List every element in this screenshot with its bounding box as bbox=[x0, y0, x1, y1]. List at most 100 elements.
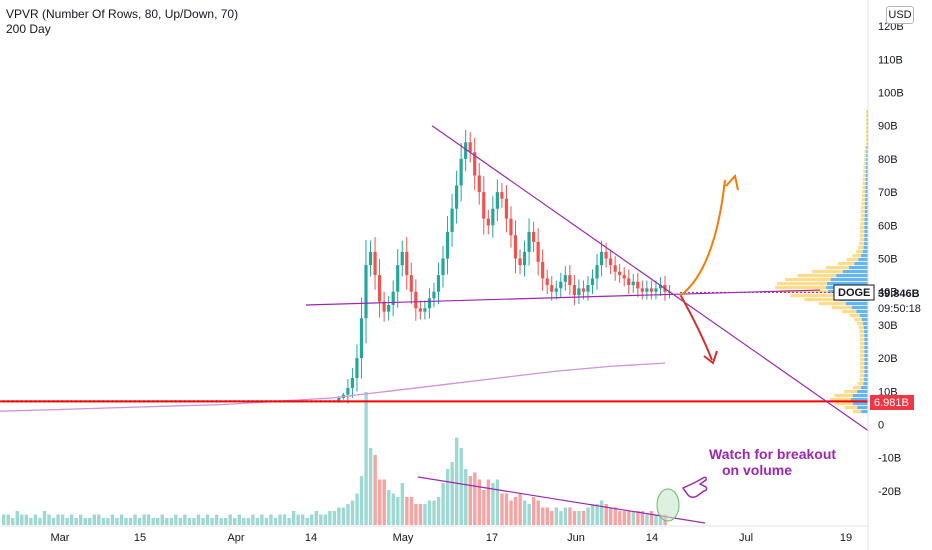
candle-body bbox=[418, 308, 422, 312]
candle-body bbox=[618, 271, 622, 276]
volume-bar bbox=[115, 518, 119, 525]
candle-body bbox=[346, 387, 350, 395]
y-tick-label: 0 bbox=[878, 420, 884, 432]
vp-bar-down bbox=[859, 230, 865, 234]
vp-bar-down bbox=[844, 406, 858, 410]
vp-bar-down bbox=[859, 338, 865, 342]
vp-bar-up bbox=[864, 342, 868, 346]
volume-bar bbox=[518, 493, 522, 525]
x-tick-label: 19 bbox=[840, 532, 852, 544]
volume-bar bbox=[441, 483, 445, 525]
vp-bar-up bbox=[854, 262, 868, 266]
candle-body bbox=[500, 192, 504, 199]
volume-bars bbox=[2, 392, 667, 525]
vp-bar-up bbox=[836, 274, 868, 278]
volume-bar bbox=[42, 511, 47, 525]
vp-bar-up bbox=[865, 202, 868, 206]
volume-bar bbox=[128, 518, 133, 525]
volume-bar bbox=[47, 514, 51, 525]
volume-bar bbox=[88, 518, 92, 525]
volume-bar bbox=[455, 437, 459, 525]
chart-legend: VPVR (Number Of Rows, 80, Up/Down, 70) 2… bbox=[6, 7, 238, 37]
volume-bar bbox=[599, 500, 604, 525]
candle-body bbox=[359, 318, 364, 359]
volume-bar bbox=[246, 518, 251, 525]
candle-body bbox=[577, 288, 581, 296]
y-tick-label: 90B bbox=[878, 121, 898, 133]
volume-bar bbox=[500, 493, 504, 525]
volume-bar bbox=[450, 462, 454, 525]
volume-bar bbox=[169, 518, 174, 525]
volume-bar bbox=[251, 514, 255, 525]
volume-bar bbox=[368, 448, 373, 525]
vp-bar-up bbox=[865, 198, 868, 202]
vp-bar-up bbox=[864, 334, 868, 338]
vp-bar-down bbox=[858, 326, 864, 330]
bullish-arrow-head bbox=[725, 173, 739, 191]
vp-bar-down bbox=[859, 362, 865, 366]
vp-bar-up bbox=[866, 166, 868, 170]
volume-bar bbox=[391, 493, 395, 525]
candle-body bbox=[459, 158, 463, 186]
y-tick-label: 110B bbox=[878, 54, 903, 66]
bearish-arrow bbox=[680, 295, 713, 361]
vp-bar-up bbox=[864, 366, 868, 370]
annotation-line2: on volume bbox=[722, 462, 792, 478]
candle-body bbox=[368, 251, 373, 266]
candle-body bbox=[513, 235, 518, 259]
volume-bar bbox=[228, 514, 232, 525]
candle-body bbox=[464, 142, 468, 159]
volume-bar bbox=[269, 514, 273, 525]
vp-bar-down bbox=[859, 346, 865, 350]
volume-bar bbox=[645, 514, 649, 525]
candle-body bbox=[364, 265, 368, 319]
indicator-legend[interactable]: VPVR (Number Of Rows, 80, Up/Down, 70) bbox=[6, 7, 239, 21]
vp-bar-up bbox=[864, 222, 868, 226]
volume-bar bbox=[536, 500, 540, 525]
vp-bar-down bbox=[861, 198, 866, 202]
volume-bar bbox=[92, 514, 96, 525]
volume-bar bbox=[423, 504, 427, 525]
volume-bar bbox=[464, 469, 468, 525]
volume-bar bbox=[29, 518, 33, 525]
vp-bar-down bbox=[860, 222, 865, 226]
volume-bar bbox=[609, 507, 613, 525]
volume-bar bbox=[640, 511, 645, 525]
volume-trendline bbox=[417, 476, 706, 524]
candle-body bbox=[581, 288, 586, 292]
ma-legend[interactable]: 200 Day bbox=[6, 22, 51, 36]
pointing-hand-icon bbox=[681, 476, 708, 499]
vp-bar-up bbox=[865, 178, 868, 182]
vp-bar-down bbox=[804, 298, 840, 302]
price-tag-value: 39.846B bbox=[878, 288, 920, 300]
volume-bar bbox=[74, 518, 78, 525]
candle-body bbox=[405, 251, 409, 276]
vp-bar-down bbox=[859, 330, 865, 334]
volume-bar bbox=[631, 511, 636, 525]
candle-body bbox=[536, 241, 540, 262]
currency-button[interactable]: USD bbox=[886, 6, 914, 24]
volume-bar bbox=[187, 518, 192, 525]
y-tick-label: 80B bbox=[878, 154, 898, 166]
vp-bar-up bbox=[865, 186, 868, 190]
vp-bar-down bbox=[852, 254, 862, 258]
candle-body bbox=[604, 251, 608, 259]
volume-bar bbox=[273, 518, 278, 525]
volume-bar bbox=[414, 504, 418, 525]
candle-body bbox=[486, 218, 490, 226]
vp-bar-down bbox=[780, 290, 829, 294]
candle-body bbox=[550, 285, 554, 292]
volume-bar bbox=[305, 518, 309, 525]
vp-bar-down bbox=[866, 134, 868, 138]
volume-bar bbox=[56, 514, 60, 525]
vp-bar-up bbox=[864, 354, 868, 358]
vp-bar-up bbox=[864, 230, 868, 234]
vp-bar-down bbox=[834, 402, 853, 406]
candle-body bbox=[350, 378, 355, 388]
volume-bar bbox=[332, 511, 337, 525]
volume-bar bbox=[586, 507, 590, 525]
volume-bar bbox=[636, 511, 640, 525]
volume-bar bbox=[346, 504, 350, 525]
